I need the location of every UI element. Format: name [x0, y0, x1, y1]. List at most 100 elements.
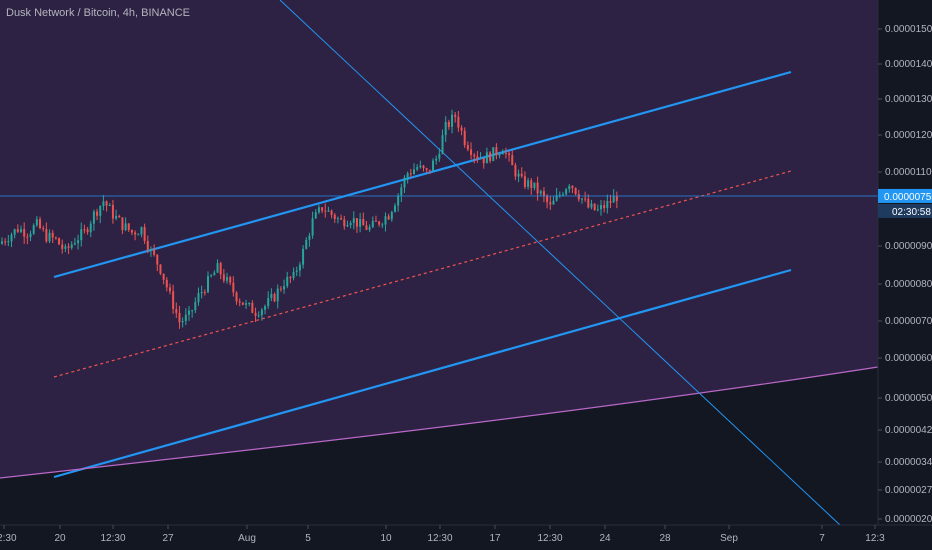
- last-price-badge: [878, 188, 932, 203]
- candle-body: [286, 276, 289, 287]
- candle-body: [257, 315, 260, 317]
- candle-body: [305, 239, 308, 249]
- candle-body: [381, 224, 384, 226]
- candle-body: [311, 218, 314, 236]
- time-tick-label: 12:30: [427, 533, 452, 544]
- chart-title: Dusk Network / Bitcoin, 4h, BINANCE: [6, 7, 190, 19]
- candle-body: [267, 298, 270, 307]
- candle-body: [606, 201, 609, 209]
- candle-body: [124, 223, 127, 231]
- candle-body: [64, 246, 67, 249]
- candle-body: [520, 173, 523, 177]
- candle-body: [187, 310, 190, 315]
- candle-body: [308, 235, 311, 240]
- time-axis[interactable]: [0, 525, 932, 550]
- candle-body: [590, 203, 593, 208]
- candle-body: [552, 200, 555, 205]
- candle-body: [295, 270, 298, 272]
- descending-trendline[interactable]: [279, 0, 841, 526]
- candle-body: [346, 225, 349, 227]
- time-tick-label: 24: [599, 533, 611, 544]
- median-channel-line[interactable]: [53, 170, 792, 378]
- candle-body: [35, 219, 38, 226]
- upper-channel-line[interactable]: [53, 70, 792, 279]
- candle-body: [83, 229, 86, 231]
- candle-body: [359, 219, 362, 227]
- candle-body: [279, 288, 282, 290]
- candle-body: [273, 294, 276, 302]
- candle-body: [457, 116, 460, 128]
- candle-body: [238, 301, 241, 303]
- candle-body: [495, 147, 498, 155]
- candle-body: [149, 248, 152, 250]
- candle-body: [390, 211, 393, 220]
- candle-body: [216, 263, 219, 273]
- candle-body: [333, 214, 336, 220]
- candle-body: [549, 202, 552, 205]
- candle-body: [463, 130, 466, 146]
- candle-body: [378, 221, 381, 225]
- support-curve[interactable]: [0, 366, 879, 479]
- candle-body: [254, 312, 257, 316]
- candle-body: [130, 229, 133, 233]
- candle-body: [542, 191, 545, 197]
- candle-body: [289, 276, 292, 278]
- candle-body: [580, 198, 583, 200]
- candle-body: [432, 160, 435, 171]
- candle-body: [599, 205, 602, 210]
- candle-body: [536, 182, 539, 194]
- candle-body: [162, 273, 165, 280]
- candle-body: [226, 277, 229, 281]
- candle-body: [67, 246, 70, 248]
- candle-body: [153, 248, 156, 255]
- price-axis[interactable]: [878, 0, 932, 525]
- lower-channel-line[interactable]: [53, 268, 792, 479]
- candle-body: [447, 122, 450, 127]
- candle-body: [1, 241, 3, 244]
- time-tick-label: Aug: [238, 533, 256, 544]
- candle-body: [251, 302, 254, 313]
- candle-body: [406, 173, 409, 178]
- candle-body: [530, 180, 533, 188]
- candle-body: [16, 229, 19, 232]
- candle-body: [172, 291, 175, 310]
- candle-body: [409, 173, 412, 175]
- candle-body: [232, 282, 235, 293]
- price-tick-label: 0.00000200: [885, 514, 932, 525]
- candle-body: [156, 254, 159, 265]
- candle-body: [368, 227, 371, 230]
- candle-body: [460, 127, 463, 131]
- price-tick-label: 0.00001100: [885, 167, 932, 178]
- candle-body: [210, 275, 213, 277]
- candles: [1, 109, 618, 329]
- candle-body: [555, 195, 558, 201]
- candle-body: [42, 228, 45, 230]
- candle-body: [105, 201, 108, 206]
- candle-body: [609, 201, 612, 203]
- candle-body: [355, 218, 358, 227]
- candle-body: [485, 152, 488, 164]
- candle-body: [248, 302, 251, 304]
- candle-body: [393, 205, 396, 212]
- candle-body: [508, 153, 511, 156]
- candle-body: [501, 152, 504, 155]
- drawing-lines[interactable]: [0, 0, 879, 526]
- candle-body: [612, 196, 615, 203]
- candle-body: [77, 240, 80, 244]
- candle-body: [451, 114, 454, 127]
- time-tick-label: 12:30: [0, 533, 17, 544]
- candle-body: [352, 218, 355, 223]
- candle-body: [70, 244, 73, 248]
- candle-body: [365, 225, 368, 230]
- candle-body: [127, 223, 130, 230]
- time-tick-label: Sep: [720, 533, 738, 544]
- candle-body: [10, 234, 13, 242]
